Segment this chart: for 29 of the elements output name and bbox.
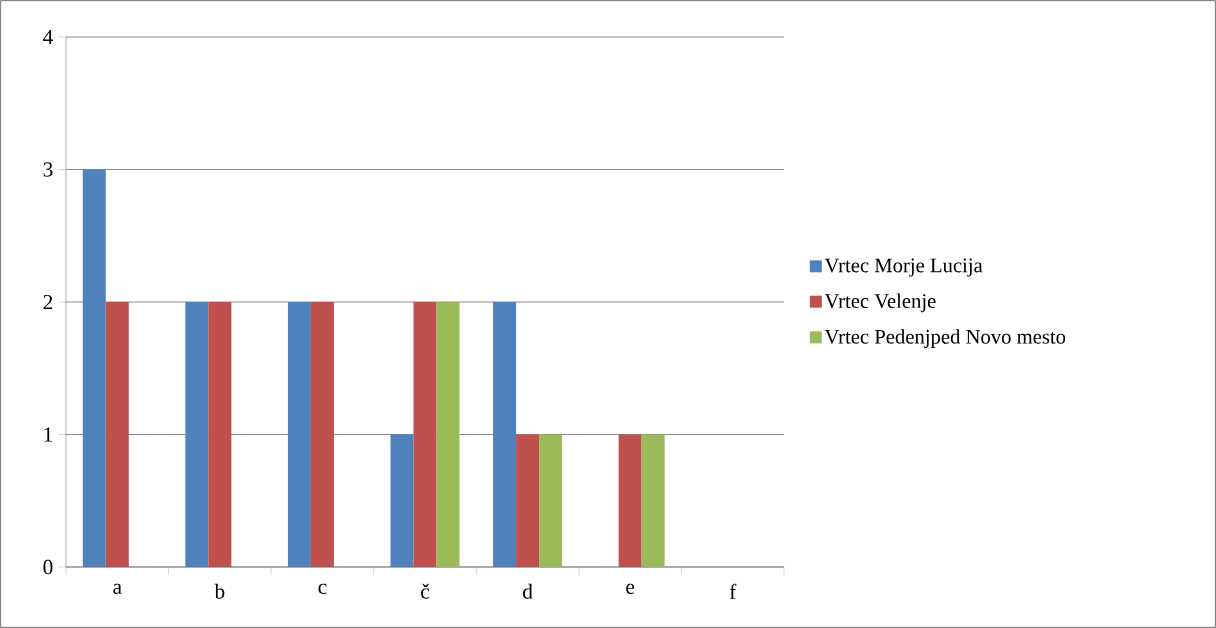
x-tick-label: d (523, 583, 533, 599)
legend-label: Vrtec Velenje (824, 293, 936, 313)
y-tick-label: 0 (43, 559, 53, 575)
y-tick-label: 2 (43, 294, 53, 310)
bar (493, 302, 517, 567)
bar (287, 302, 311, 567)
bar (618, 434, 642, 567)
bar (390, 434, 414, 567)
x-tick-label: č (421, 583, 430, 599)
bar (413, 302, 437, 567)
bar (310, 302, 334, 567)
legend-label: Vrtec Pedenjped Novo mesto (824, 329, 1066, 348)
bar (82, 169, 106, 567)
x-tick-label: b (214, 583, 225, 599)
x-tick-label: f (729, 583, 737, 599)
x-tick-label: e (626, 583, 635, 594)
bar (641, 434, 665, 567)
bar (516, 434, 540, 567)
bar (185, 302, 209, 567)
bar (436, 302, 460, 567)
y-tick-label: 1 (44, 427, 53, 442)
bar (208, 302, 232, 567)
x-tick-label: c (318, 583, 327, 594)
y-tick-label: 3 (43, 162, 53, 177)
x-tick-label: a (113, 583, 122, 594)
legend-label: Vrtec Morje Lucija (824, 258, 983, 277)
bar (539, 434, 563, 567)
y-tick-label: 4 (43, 29, 53, 45)
bar (105, 302, 129, 567)
